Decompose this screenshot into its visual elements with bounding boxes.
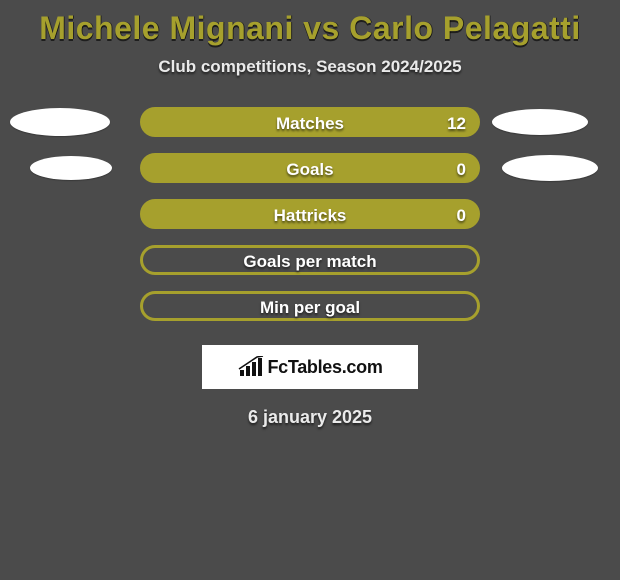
stat-value-right: 0 <box>457 206 466 226</box>
comparison-chart: Matches 12 Goals 0 Hattricks 0 Goals per… <box>0 107 620 337</box>
page-title: Michele Mignani vs Carlo Pelagatti <box>0 0 620 57</box>
site-logo: FcTables.com <box>202 345 418 389</box>
stat-value-right: 0 <box>457 160 466 180</box>
stat-label: Goals <box>286 160 333 180</box>
stat-row-goals-per-match: Goals per match <box>0 245 620 275</box>
chart-icon <box>237 356 265 378</box>
logo-text: FcTables.com <box>267 357 382 378</box>
right-ellipse-matches <box>492 109 588 135</box>
stat-row-min-per-goal: Min per goal <box>0 291 620 321</box>
right-ellipse-goals <box>502 155 598 181</box>
stat-label: Min per goal <box>260 298 360 318</box>
center-bar-matches: Matches 12 <box>140 107 480 137</box>
snapshot-date: 6 january 2025 <box>0 407 620 428</box>
stat-label: Goals per match <box>243 252 376 272</box>
stat-row-goals: Goals 0 <box>0 153 620 183</box>
center-bar-min-per-goal: Min per goal <box>140 291 480 321</box>
stat-row-matches: Matches 12 <box>0 107 620 137</box>
page-subtitle: Club competitions, Season 2024/2025 <box>0 57 620 77</box>
left-ellipse-goals <box>30 156 112 180</box>
left-ellipse-matches <box>10 108 110 136</box>
stat-value-right: 12 <box>447 114 466 134</box>
center-bar-goals-per-match: Goals per match <box>140 245 480 275</box>
center-bar-goals: Goals 0 <box>140 153 480 183</box>
stat-row-hattricks: Hattricks 0 <box>0 199 620 229</box>
stat-label: Matches <box>276 114 344 134</box>
center-bar-hattricks: Hattricks 0 <box>140 199 480 229</box>
stat-label: Hattricks <box>274 206 347 226</box>
